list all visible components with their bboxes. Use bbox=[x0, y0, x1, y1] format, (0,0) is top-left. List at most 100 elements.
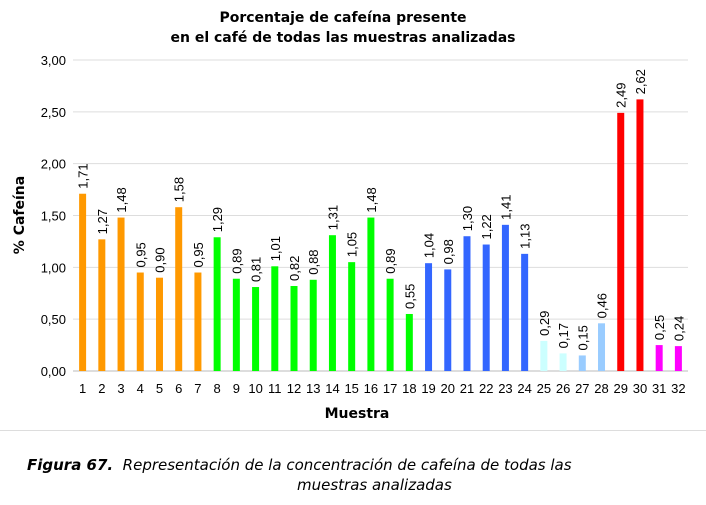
x-tick-label: 6 bbox=[175, 381, 182, 396]
bar-13 bbox=[309, 279, 317, 371]
x-tick-label: 30 bbox=[633, 381, 647, 396]
data-label: 1,22 bbox=[479, 214, 494, 239]
x-tick-label: 31 bbox=[652, 381, 666, 396]
bar-12 bbox=[290, 285, 298, 371]
bar-17 bbox=[386, 278, 394, 371]
bar-30 bbox=[636, 99, 644, 371]
data-label: 2,62 bbox=[633, 69, 648, 94]
x-tick-label: 24 bbox=[517, 381, 531, 396]
data-label: 1,31 bbox=[325, 205, 340, 230]
chart-title-line1: Porcentaje de cafeína presente bbox=[219, 10, 466, 26]
bar-18 bbox=[405, 313, 413, 371]
bar-23 bbox=[501, 224, 509, 371]
data-label: 0,81 bbox=[249, 257, 264, 282]
data-label: 1,48 bbox=[114, 187, 129, 212]
bar-5 bbox=[155, 277, 163, 371]
bar-32 bbox=[674, 346, 682, 371]
y-tick-label: 0,00 bbox=[41, 364, 66, 379]
x-tick-label: 5 bbox=[156, 381, 163, 396]
data-label: 0,89 bbox=[383, 248, 398, 273]
data-label: 2,49 bbox=[614, 83, 629, 108]
bar-19 bbox=[425, 263, 433, 371]
chart-title-line2: en el café de todas las muestras analiza… bbox=[170, 30, 515, 46]
x-tick-label: 3 bbox=[117, 381, 124, 396]
x-tick-label: 26 bbox=[556, 381, 570, 396]
data-label: 0,89 bbox=[229, 248, 244, 273]
bar-3 bbox=[117, 217, 125, 371]
x-tick-label: 7 bbox=[194, 381, 201, 396]
x-tick-label: 10 bbox=[248, 381, 262, 396]
x-tick-label: 11 bbox=[268, 381, 282, 396]
caption-text-line2: muestras analizadas bbox=[297, 476, 452, 494]
bar-21 bbox=[463, 236, 471, 371]
data-label: 0,95 bbox=[191, 242, 206, 267]
bar-2 bbox=[98, 239, 106, 371]
bar-10 bbox=[252, 287, 260, 371]
x-tick-label: 8 bbox=[214, 381, 221, 396]
x-tick-label: 19 bbox=[421, 381, 435, 396]
bar-11 bbox=[271, 266, 279, 371]
x-tick-label: 12 bbox=[287, 381, 301, 396]
data-label: 1,29 bbox=[210, 207, 225, 232]
data-label: 1,30 bbox=[460, 206, 475, 231]
x-tick-label: 27 bbox=[575, 381, 589, 396]
x-tick-label: 21 bbox=[460, 381, 474, 396]
bar-29 bbox=[617, 112, 625, 372]
x-tick-label: 2 bbox=[98, 381, 105, 396]
bar-26 bbox=[559, 353, 567, 371]
bar-15 bbox=[348, 262, 356, 371]
data-label: 1,01 bbox=[268, 236, 283, 261]
bar-7 bbox=[194, 272, 202, 371]
data-label: 0,82 bbox=[287, 256, 302, 281]
bar-28 bbox=[598, 323, 606, 371]
x-tick-label: 18 bbox=[402, 381, 416, 396]
x-tick-label: 15 bbox=[344, 381, 358, 396]
x-tick-label: 1 bbox=[79, 381, 86, 396]
x-tick-label: 9 bbox=[233, 381, 240, 396]
bar-8 bbox=[213, 237, 221, 371]
bar-24 bbox=[521, 253, 529, 371]
x-tick-label: 17 bbox=[383, 381, 397, 396]
data-label: 1,13 bbox=[518, 224, 533, 249]
x-axis-label: Muestra bbox=[325, 406, 390, 422]
data-label: 0,25 bbox=[652, 315, 667, 340]
data-label: 0,98 bbox=[441, 239, 456, 264]
divider bbox=[0, 430, 706, 431]
caption-text-line1: Representación de la concentración de ca… bbox=[122, 456, 572, 474]
bar-16 bbox=[367, 217, 375, 371]
x-tick-label: 13 bbox=[306, 381, 320, 396]
bar-4 bbox=[136, 272, 144, 371]
bar-1 bbox=[79, 193, 87, 371]
caffeine-bar-chart: Porcentaje de cafeína presente en el caf… bbox=[12, 10, 688, 422]
y-tick-label: 1,00 bbox=[41, 260, 66, 275]
x-tick-label: 22 bbox=[479, 381, 493, 396]
y-tick-label: 0,50 bbox=[41, 312, 66, 327]
data-label: 1,48 bbox=[364, 187, 379, 212]
x-tick-label: 28 bbox=[594, 381, 608, 396]
data-label: 0,29 bbox=[537, 311, 552, 336]
x-tick-label: 29 bbox=[614, 381, 628, 396]
x-tick-label: 32 bbox=[671, 381, 685, 396]
bar-31 bbox=[655, 345, 663, 371]
bar-9 bbox=[232, 278, 240, 371]
bar-20 bbox=[444, 269, 452, 371]
y-tick-label: 2,50 bbox=[41, 105, 66, 120]
data-label: 0,15 bbox=[575, 325, 590, 350]
bar-25 bbox=[540, 340, 548, 371]
data-label: 0,88 bbox=[306, 249, 321, 274]
y-tick-label: 3,00 bbox=[41, 53, 66, 68]
x-tick-label: 16 bbox=[364, 381, 378, 396]
bar-14 bbox=[328, 235, 336, 371]
y-tick-label: 1,50 bbox=[41, 209, 66, 224]
bar-22 bbox=[482, 244, 490, 371]
x-tick-label: 25 bbox=[537, 381, 551, 396]
data-label: 0,95 bbox=[133, 242, 148, 267]
caption-label: Figura 67. bbox=[27, 456, 114, 474]
x-tick-label: 20 bbox=[441, 381, 455, 396]
y-tick-label: 2,00 bbox=[41, 157, 66, 172]
x-tick-label: 4 bbox=[137, 381, 144, 396]
x-tick-label: 23 bbox=[498, 381, 512, 396]
data-label: 0,24 bbox=[671, 316, 686, 341]
data-label: 1,05 bbox=[345, 232, 360, 257]
data-label: 1,71 bbox=[76, 163, 91, 188]
